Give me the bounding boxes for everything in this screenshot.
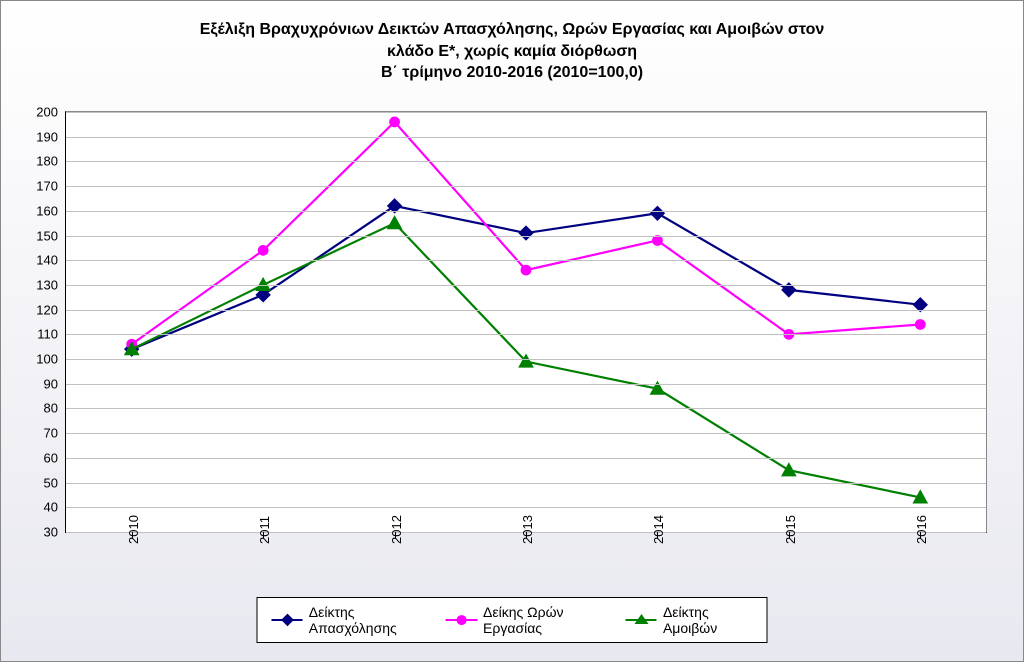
series-marker-hours xyxy=(258,245,268,255)
y-tick-label: 150 xyxy=(36,228,66,243)
y-tick-label: 30 xyxy=(44,525,66,540)
x-tick-label: 2015 xyxy=(783,515,798,544)
gridline xyxy=(66,433,986,434)
x-tick-label: 2011 xyxy=(257,516,272,544)
x-tick-label: 2014 xyxy=(651,515,666,544)
legend-item-hours: Δείκης Ωρών Εργασίας xyxy=(446,604,608,636)
y-tick-label: 130 xyxy=(36,277,66,292)
gridline xyxy=(66,458,986,459)
y-tick-label: 120 xyxy=(36,302,66,317)
gridline xyxy=(66,384,986,385)
legend-label-hours: Δείκης Ωρών Εργασίας xyxy=(483,604,608,636)
gridline xyxy=(66,137,986,138)
x-tick-label: 2010 xyxy=(126,515,141,544)
y-tick-label: 170 xyxy=(36,179,66,194)
y-tick-label: 110 xyxy=(37,327,66,342)
legend-item-employment: Δείκτης Απασχόλησης xyxy=(272,604,428,636)
gridline xyxy=(66,359,986,360)
gridline xyxy=(66,211,986,212)
y-tick-label: 50 xyxy=(44,475,66,490)
title-line-1: Εξέλιξη Βραχυχρόνιων Δεικτών Απασχόλησης… xyxy=(41,19,983,41)
y-tick-label: 160 xyxy=(36,203,66,218)
legend: Δείκτης Απασχόλησης Δείκης Ωρών Εργασίας Δ… xyxy=(257,597,768,643)
y-tick-label: 140 xyxy=(36,253,66,268)
gridline xyxy=(66,112,986,113)
y-tick-label: 200 xyxy=(36,105,66,120)
y-tick-label: 40 xyxy=(44,500,66,515)
series-marker-employment xyxy=(519,226,533,240)
legend-swatch-hours xyxy=(446,613,477,627)
chart-title: Εξέλιξη Βραχυχρόνιων Δεικτών Απασχόλησης… xyxy=(1,1,1023,92)
y-tick-label: 60 xyxy=(44,450,66,465)
legend-item-wages: Δείκτης Αμοιβών xyxy=(626,604,753,636)
series-marker-employment xyxy=(650,206,664,220)
gridline xyxy=(66,483,986,484)
title-line-3: Β΄ τρίμηνο 2010-2016 (2010=100,0) xyxy=(41,62,983,84)
legend-swatch-wages xyxy=(626,613,657,627)
series-marker-wages xyxy=(388,216,402,229)
gridline xyxy=(66,310,986,311)
series-marker-hours xyxy=(521,265,531,275)
gridline xyxy=(66,260,986,261)
gridline xyxy=(66,408,986,409)
legend-label-wages: Δείκτης Αμοιβών xyxy=(663,604,753,636)
x-tick-label: 2016 xyxy=(914,515,929,544)
series-marker-wages xyxy=(782,463,796,476)
y-tick-label: 180 xyxy=(36,154,66,169)
y-tick-label: 70 xyxy=(44,426,66,441)
gridline xyxy=(66,285,986,286)
gridline xyxy=(66,507,986,508)
gridline xyxy=(66,236,986,237)
chart-svg xyxy=(66,112,986,532)
x-tick-label: 2013 xyxy=(520,515,535,544)
series-marker-hours xyxy=(653,236,663,246)
y-tick-label: 80 xyxy=(44,401,66,416)
series-marker-hours xyxy=(390,117,400,127)
legend-label-employment: Δείκτης Απασχόλησης xyxy=(309,604,428,636)
series-marker-hours xyxy=(915,320,925,330)
gridline xyxy=(66,161,986,162)
gridline xyxy=(66,186,986,187)
y-tick-label: 90 xyxy=(44,376,66,391)
y-tick-label: 190 xyxy=(36,129,66,144)
title-line-2: κλάδο Ε*, χωρίς καμία διόρθωση xyxy=(41,41,983,63)
gridline xyxy=(66,334,986,335)
y-tick-label: 100 xyxy=(36,352,66,367)
legend-swatch-employment xyxy=(272,613,303,627)
x-tick-label: 2012 xyxy=(389,515,404,544)
chart-container: Εξέλιξη Βραχυχρόνιων Δεικτών Απασχόλησης… xyxy=(0,0,1024,662)
plot-area: 3040506070809010011012013014015016017018… xyxy=(65,111,987,533)
